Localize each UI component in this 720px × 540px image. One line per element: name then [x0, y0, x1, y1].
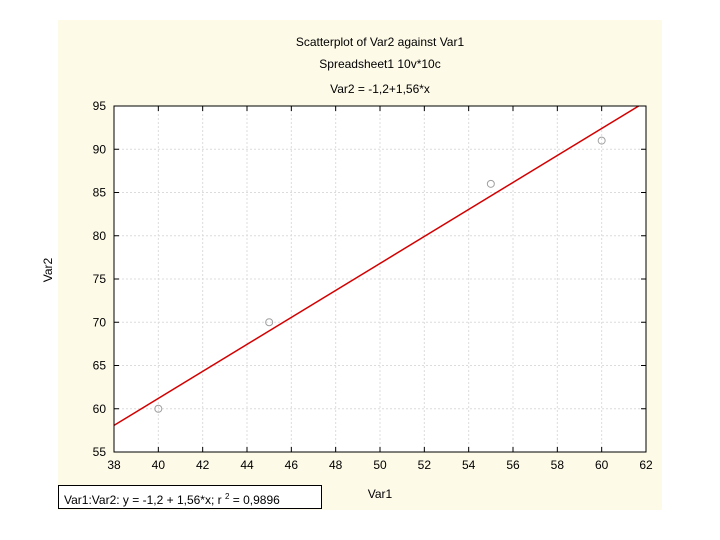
chart-subtitle: Spreadsheet1 10v*10c [319, 57, 441, 71]
y-tick-label: 65 [93, 359, 107, 373]
y-axis-ticks: 55 60 65 70 75 80 85 90 95 [93, 99, 646, 459]
fit-legend-prefix: Var1:Var2: y = -1,2 + 1,56*x; r [64, 493, 225, 507]
x-tick-label: 60 [595, 458, 609, 472]
y-tick-label: 85 [93, 186, 107, 200]
data-point [486, 179, 495, 188]
data-points [154, 136, 606, 413]
fit-legend: Var1:Var2: y = -1,2 + 1,56*x; r 2 = 0,98… [58, 485, 322, 509]
fit-line [113, 105, 640, 426]
data-point [154, 404, 163, 413]
data-point [265, 318, 274, 327]
y-axis-label: Var2 [41, 257, 55, 283]
x-tick-label: 56 [506, 458, 520, 472]
y-tick-label: 60 [93, 402, 107, 416]
x-tick-label: 44 [240, 458, 254, 472]
x-tick-label: 54 [462, 458, 476, 472]
y-tick-label: 70 [93, 315, 107, 329]
x-tick-label: 40 [152, 458, 166, 472]
x-tick-label: 38 [107, 458, 121, 472]
y-tick-label: 80 [93, 229, 107, 243]
grid-lines [114, 106, 646, 452]
x-tick-label: 58 [551, 458, 565, 472]
x-axis-ticks: 38 40 42 44 46 48 50 52 54 56 58 60 62 [107, 106, 653, 472]
fit-legend-superscript: 2 [224, 492, 230, 501]
data-point [597, 136, 606, 145]
x-axis-label: Var1 [367, 487, 393, 501]
x-tick-label: 48 [329, 458, 343, 472]
y-tick-label: 55 [93, 445, 107, 459]
fit-legend-suffix: = 0,9896 [229, 493, 280, 507]
fit-line-group [113, 105, 640, 426]
x-tick-label: 46 [285, 458, 299, 472]
chart-title: Scatterplot of Var2 against Var1 [295, 35, 465, 49]
x-tick-label: 62 [639, 458, 653, 472]
chart-equation: Var2 = -1,2+1,56*x [330, 82, 430, 96]
x-tick-label: 42 [196, 458, 210, 472]
y-tick-label: 95 [93, 99, 107, 113]
x-tick-label: 50 [373, 458, 387, 472]
y-tick-label: 90 [93, 142, 107, 156]
y-tick-label: 75 [93, 272, 107, 286]
x-tick-label: 52 [418, 458, 432, 472]
